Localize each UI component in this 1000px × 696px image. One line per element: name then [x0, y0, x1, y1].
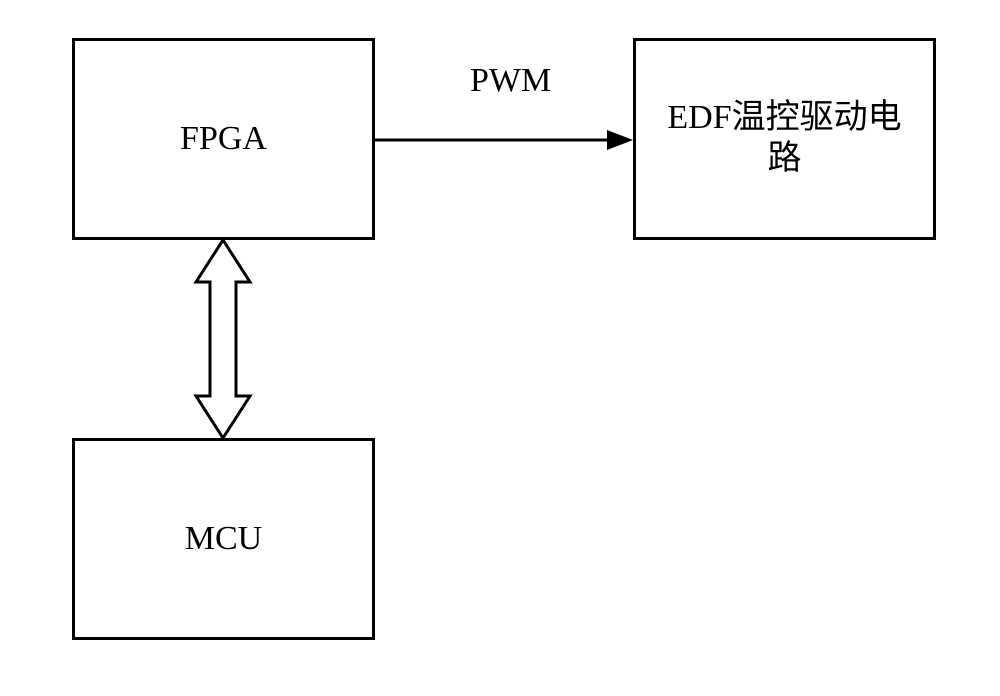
node-mcu: MCU: [72, 438, 375, 640]
arrow-right-icon: [375, 128, 633, 152]
diagram-canvas: FPGA EDF温控驱动电 路 MCU PWM: [0, 0, 1000, 696]
node-mcu-label: MCU: [185, 519, 262, 560]
node-fpga: FPGA: [72, 38, 375, 240]
edge-pwm-label: PWM: [470, 62, 551, 100]
node-fpga-label: FPGA: [180, 119, 267, 160]
node-edf: EDF温控驱动电 路: [633, 38, 936, 240]
double-arrow-icon: [196, 240, 250, 438]
node-edf-label: EDF温控驱动电 路: [667, 98, 901, 180]
